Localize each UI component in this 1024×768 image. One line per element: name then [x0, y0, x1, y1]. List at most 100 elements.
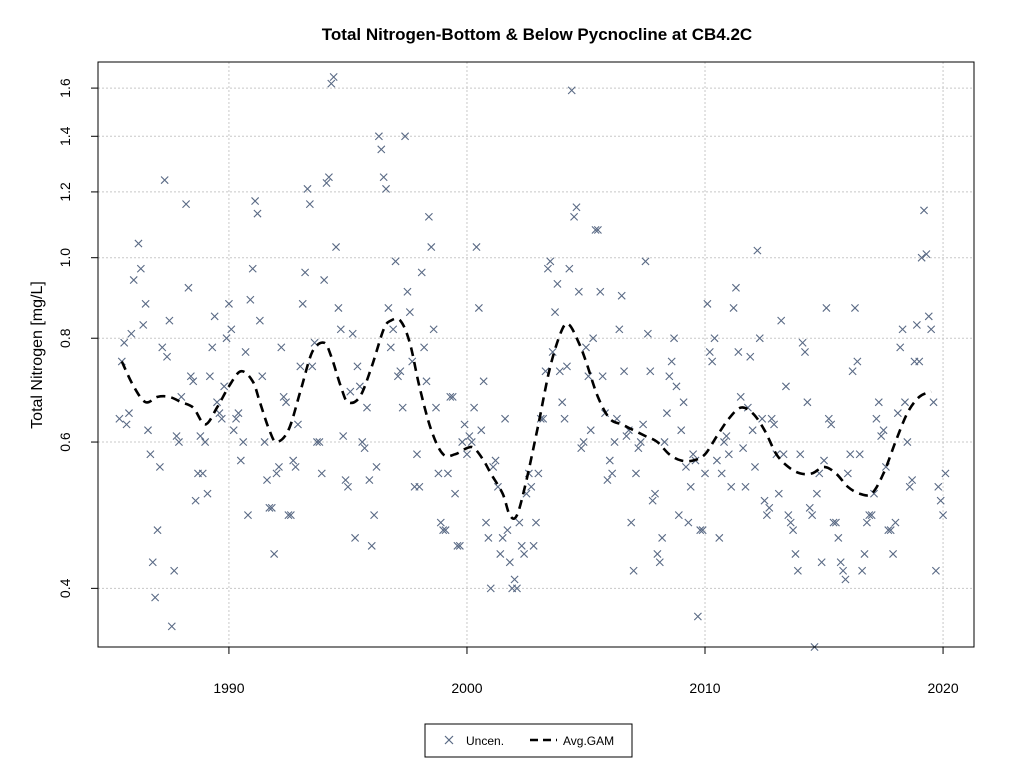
- data-point: [470, 403, 479, 412]
- data-point: [589, 334, 598, 343]
- data-point: [146, 450, 155, 459]
- data-point: [874, 398, 883, 407]
- x-tick-label: 1990: [213, 680, 244, 696]
- data-point: [196, 432, 205, 441]
- data-point: [722, 432, 731, 441]
- data-point: [313, 438, 321, 447]
- data-point: [634, 444, 643, 453]
- data-point: [379, 173, 388, 182]
- data-point: [760, 496, 769, 505]
- data-point: [282, 398, 291, 407]
- data-point: [936, 496, 945, 505]
- data-point: [670, 334, 679, 343]
- data-point: [424, 212, 433, 221]
- data-point: [717, 469, 726, 478]
- data-point: [631, 469, 640, 478]
- data-point: [658, 533, 667, 542]
- data-point: [884, 526, 893, 535]
- data-point: [896, 343, 905, 352]
- data-point: [512, 584, 521, 593]
- data-point: [251, 197, 260, 206]
- data-point: [308, 362, 317, 371]
- data-point: [208, 343, 217, 352]
- scatter-points: [115, 73, 950, 651]
- data-point: [401, 132, 410, 141]
- data-point: [791, 549, 800, 558]
- data-point: [474, 303, 483, 312]
- data-point: [641, 257, 650, 266]
- data-point: [900, 398, 909, 407]
- data-point: [148, 558, 157, 567]
- data-point: [891, 518, 900, 527]
- legend-label-gam: Avg.GAM: [563, 734, 614, 748]
- data-point: [320, 276, 329, 285]
- data-point: [860, 549, 869, 558]
- data-point: [879, 426, 888, 435]
- data-point: [284, 511, 293, 520]
- y-tick-label: 0.6: [57, 432, 73, 452]
- data-point: [681, 462, 690, 471]
- data-point: [310, 338, 319, 347]
- data-point: [224, 299, 233, 308]
- data-point: [393, 372, 402, 381]
- data-point: [572, 203, 581, 212]
- data-point: [667, 357, 676, 366]
- data-point: [279, 392, 288, 401]
- data-point: [127, 329, 136, 338]
- data-point: [239, 438, 248, 447]
- data-point: [591, 225, 600, 234]
- chart-title: Total Nitrogen-Bottom & Below Pycnocline…: [322, 25, 752, 44]
- data-point: [639, 420, 648, 429]
- data-point: [693, 612, 702, 621]
- data-point: [577, 444, 586, 453]
- data-point: [710, 334, 719, 343]
- data-point: [227, 325, 236, 334]
- data-point: [698, 526, 707, 535]
- data-point: [858, 566, 867, 575]
- data-point: [758, 414, 767, 423]
- data-point: [715, 533, 724, 542]
- data-point: [417, 268, 426, 277]
- data-point: [517, 541, 526, 550]
- data-point: [739, 444, 748, 453]
- data-point: [853, 357, 862, 366]
- data-point: [177, 392, 186, 401]
- data-point: [301, 268, 310, 277]
- data-point: [484, 533, 493, 542]
- data-point: [529, 541, 538, 550]
- data-point: [886, 526, 895, 535]
- data-point: [877, 432, 886, 441]
- legend-marker-uncen: [444, 735, 454, 745]
- data-point: [805, 503, 814, 512]
- data-point: [603, 476, 612, 485]
- data-point: [427, 243, 436, 252]
- data-point: [779, 450, 788, 459]
- data-point: [151, 593, 160, 602]
- data-point: [701, 469, 709, 478]
- data-point: [289, 456, 298, 465]
- data-point: [296, 362, 305, 371]
- data-point: [660, 438, 669, 447]
- data-point: [546, 257, 555, 266]
- data-point: [941, 469, 950, 478]
- data-point: [501, 414, 510, 423]
- data-point: [924, 312, 933, 321]
- data-point: [510, 575, 519, 584]
- data-point: [615, 325, 624, 334]
- data-point: [243, 511, 252, 520]
- y-axis-label: Total Nitrogen [mg/L]: [29, 281, 46, 429]
- data-point: [798, 338, 807, 347]
- y-axis: 0.4 0.6 0.8 1.0 1.2 1.4 1.6: [57, 78, 99, 598]
- data-point: [286, 511, 295, 520]
- data-point: [144, 426, 152, 435]
- x-tick-label: 2010: [689, 680, 720, 696]
- data-point: [755, 334, 764, 343]
- data-point: [808, 511, 817, 520]
- data-point: [263, 476, 271, 485]
- data-point: [498, 533, 507, 542]
- data-point: [439, 526, 448, 535]
- data-point: [655, 558, 664, 567]
- data-point: [160, 176, 169, 185]
- data-point: [908, 476, 917, 485]
- data-point: [770, 420, 779, 429]
